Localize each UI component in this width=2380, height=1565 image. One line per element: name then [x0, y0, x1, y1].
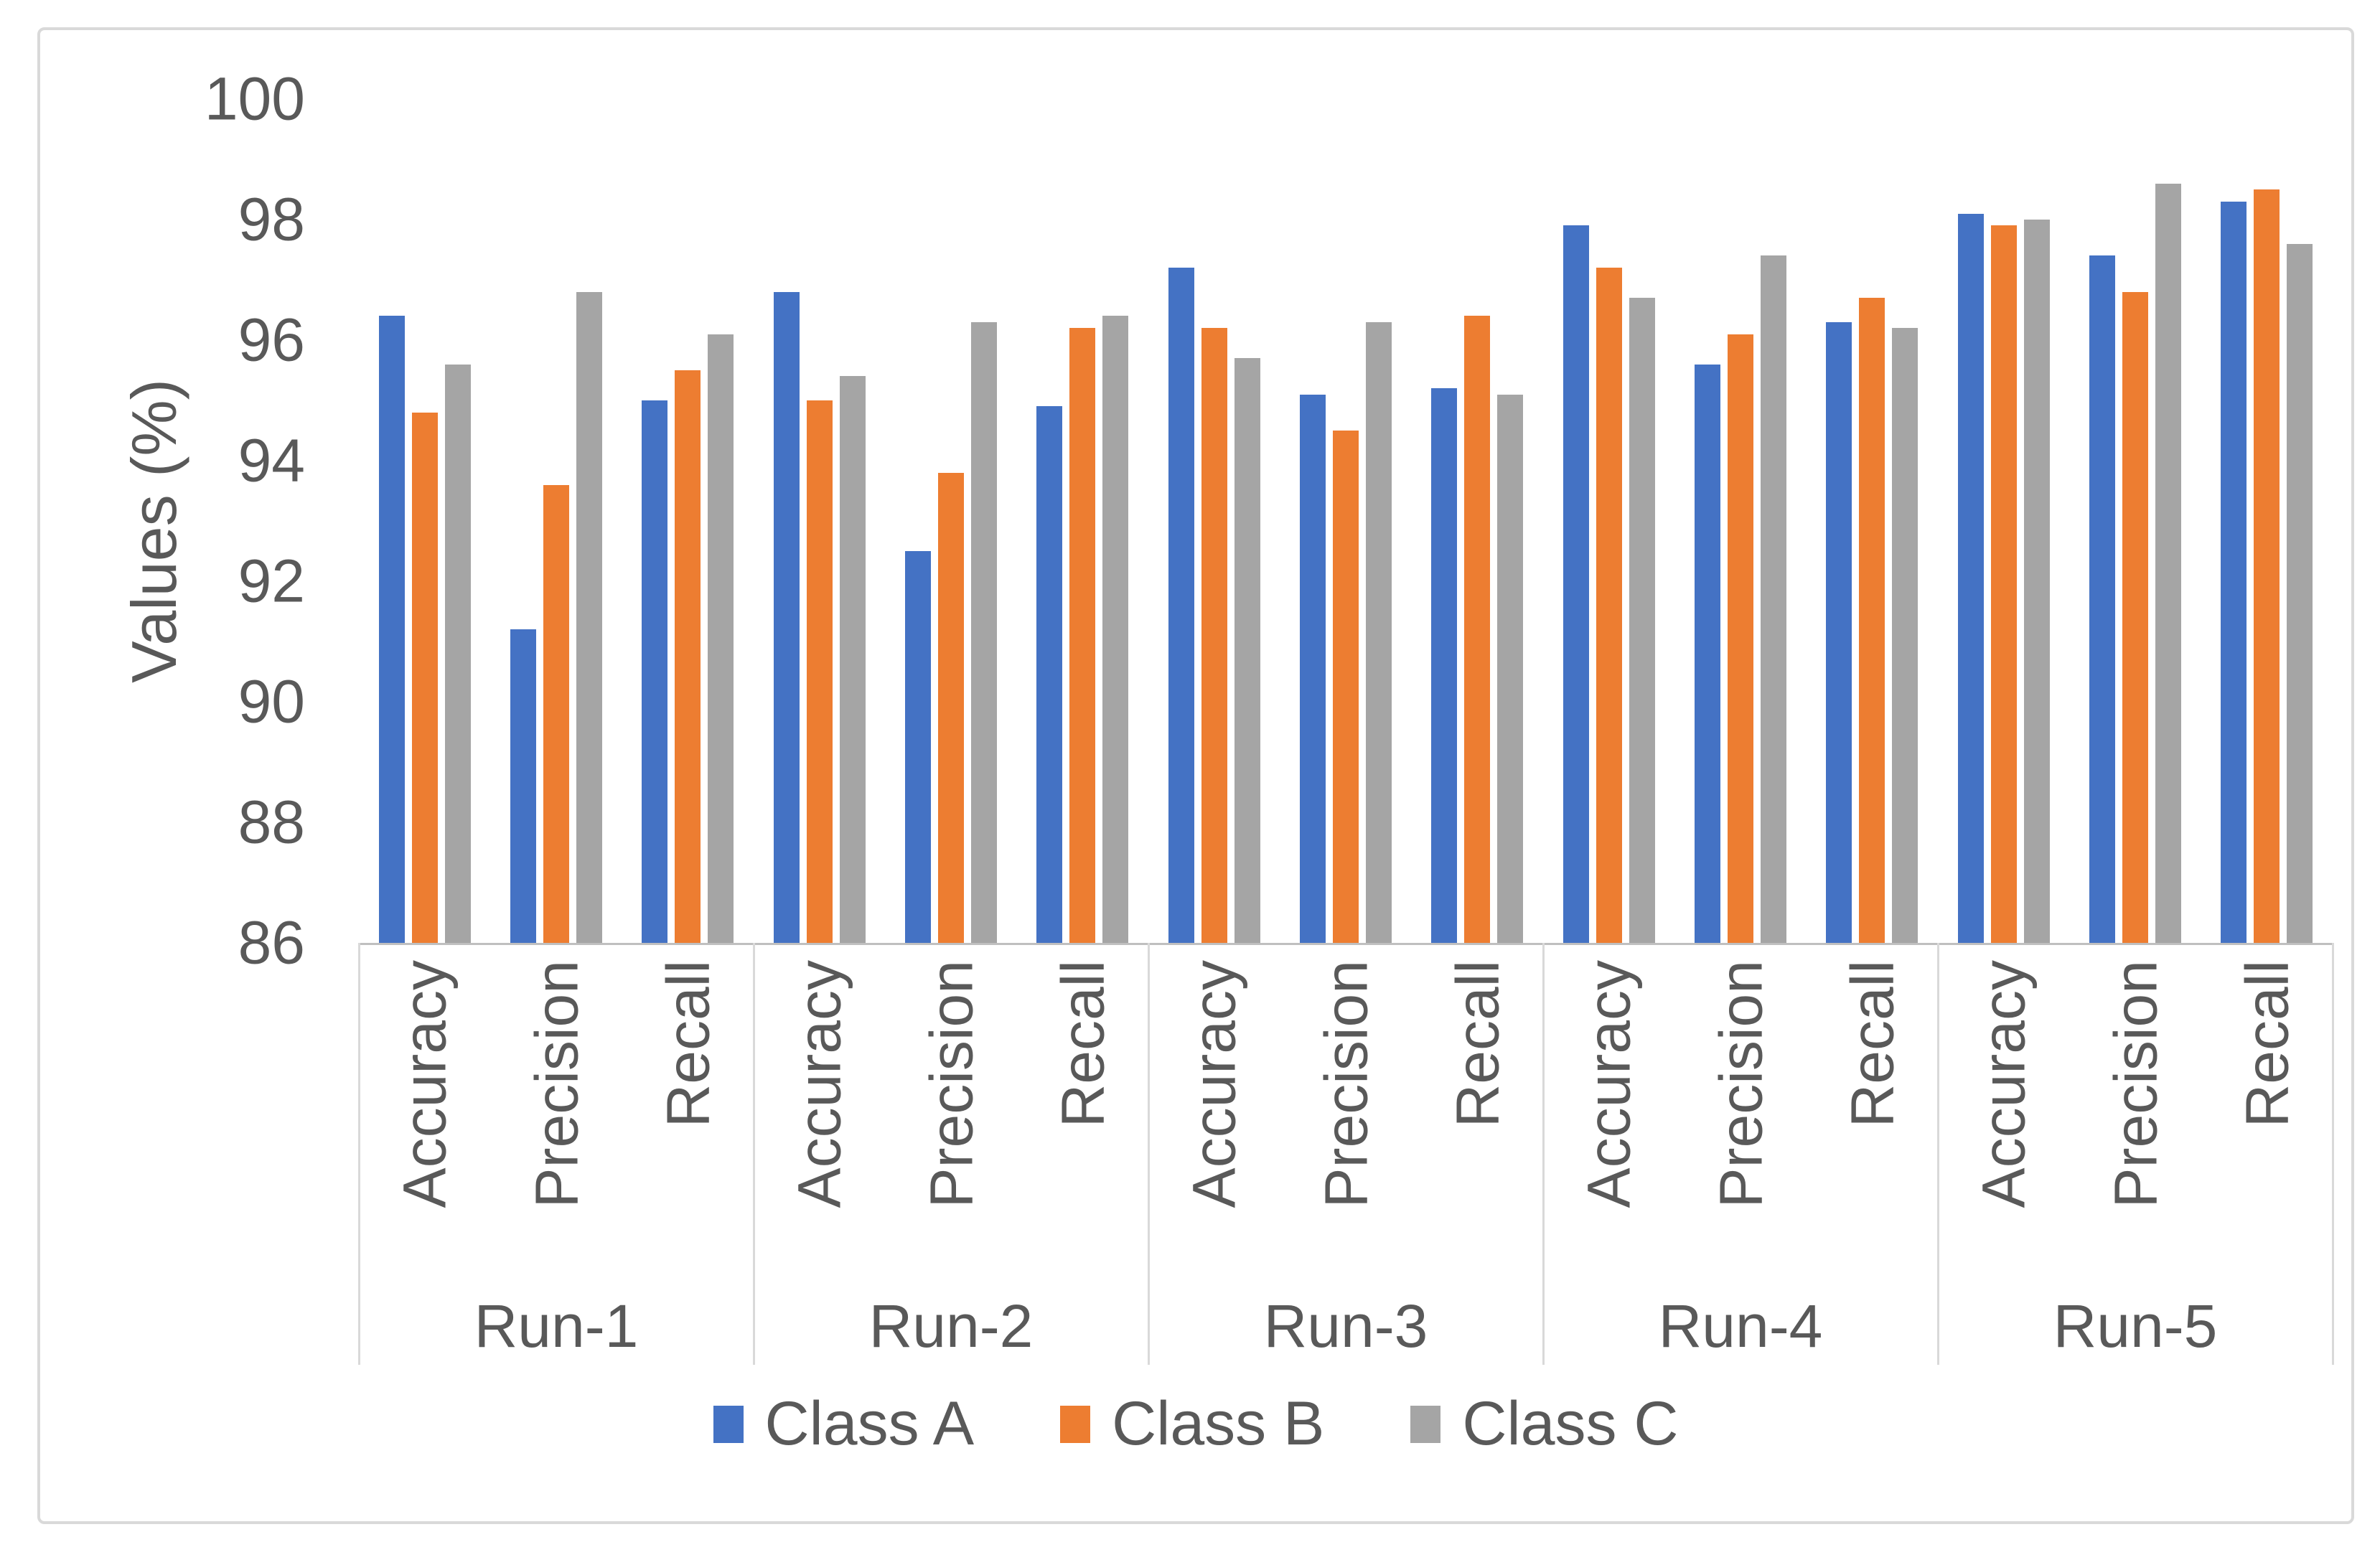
bar-class-b-run-4-accuracy — [1596, 268, 1622, 943]
bar-class-a-run-4-accuracy — [1563, 225, 1589, 943]
bar-class-c-run-2-precision — [971, 322, 997, 943]
legend-swatch-icon — [1410, 1405, 1441, 1443]
bar-class-b-run-5-precision — [2122, 292, 2148, 943]
bar-class-a-run-1-recall — [642, 400, 667, 943]
legend-item: Class C — [1410, 1388, 1678, 1460]
category-label: Accuracy — [1969, 960, 2038, 1208]
bar-class-a-run-2-accuracy — [774, 292, 800, 943]
bar-class-a-run-2-recall — [1036, 406, 1062, 943]
bar-class-b-run-3-precision — [1333, 431, 1359, 943]
bar-class-b-run-2-recall — [1069, 328, 1095, 943]
bar-class-a-run-1-precision — [510, 629, 536, 943]
bar-class-c-run-4-precision — [1761, 255, 1786, 943]
legend: Class A Class B Class C — [37, 1388, 2354, 1460]
bar-class-c-run-1-accuracy — [445, 365, 471, 943]
category-label: Precision — [1312, 960, 1379, 1208]
category-label: Recall — [654, 960, 722, 1128]
bar-class-b-run-3-recall — [1464, 316, 1490, 943]
group-label: Run-5 — [2053, 1292, 2218, 1360]
bar-class-a-run-4-recall — [1826, 322, 1852, 943]
bar-class-a-run-3-precision — [1300, 395, 1326, 943]
group-separator — [2332, 943, 2334, 1365]
bar-class-c-run-2-recall — [1102, 316, 1128, 943]
bar-class-a-run-3-accuracy — [1168, 268, 1194, 943]
bar-class-b-run-4-precision — [1728, 334, 1753, 943]
legend-item: Class B — [1060, 1388, 1324, 1460]
bar-class-c-run-5-precision — [2155, 184, 2181, 943]
category-label: Accuracy — [785, 960, 853, 1208]
bar-class-a-run-5-precision — [2089, 255, 2115, 943]
group-label: Run-4 — [1658, 1292, 1823, 1360]
legend-label: Class B — [1112, 1389, 1325, 1458]
category-label: Precision — [2102, 960, 2169, 1208]
y-tick-label: 90 — [238, 667, 305, 735]
bar-class-b-run-2-precision — [938, 473, 964, 943]
bar-class-a-run-3-recall — [1431, 388, 1457, 943]
bar-class-c-run-3-accuracy — [1234, 358, 1260, 943]
bar-class-b-run-4-recall — [1859, 298, 1885, 943]
bar-class-c-run-3-precision — [1366, 322, 1392, 943]
y-axis-title: Values (%) — [118, 379, 189, 683]
y-tick-label: 94 — [238, 426, 305, 494]
bar-class-b-run-5-recall — [2254, 189, 2280, 943]
legend-label: Class C — [1462, 1389, 1679, 1458]
bar-class-a-run-5-recall — [2221, 202, 2247, 943]
bar-class-c-run-4-recall — [1892, 328, 1918, 943]
group-separator — [1148, 943, 1150, 1365]
category-label: Precision — [917, 960, 985, 1208]
bar-class-b-run-2-accuracy — [807, 400, 833, 943]
bar-class-c-run-1-recall — [708, 334, 734, 943]
legend-label: Class A — [764, 1389, 975, 1458]
legend-swatch-icon — [713, 1405, 744, 1443]
group-separator — [1937, 943, 1939, 1365]
group-separator — [358, 943, 360, 1365]
bar-class-b-run-1-accuracy — [412, 413, 438, 943]
group-label: Run-1 — [474, 1292, 639, 1360]
group-separator — [1542, 943, 1545, 1365]
bar-class-c-run-4-accuracy — [1629, 298, 1655, 943]
bar-class-b-run-1-recall — [675, 370, 701, 943]
x-axis-line — [359, 943, 2333, 945]
group-label: Run-2 — [868, 1292, 1034, 1360]
bar-class-b-run-5-accuracy — [1991, 225, 2017, 943]
y-tick-label: 88 — [238, 788, 305, 856]
y-tick-label: 96 — [238, 306, 305, 374]
category-label: Recall — [1049, 960, 1117, 1128]
category-label: Accuracy — [1180, 960, 1248, 1208]
y-tick-label: 92 — [238, 547, 305, 615]
group-separator — [753, 943, 755, 1365]
category-label: Precision — [523, 960, 590, 1208]
category-label: Accuracy — [390, 960, 459, 1208]
category-label: Accuracy — [1575, 960, 1643, 1208]
category-label: Recall — [1443, 960, 1512, 1128]
bar-class-a-run-4-precision — [1695, 365, 1720, 943]
y-tick-label: 98 — [238, 185, 305, 253]
y-tick-label: 86 — [238, 908, 305, 977]
group-label: Run-3 — [1263, 1292, 1428, 1360]
category-label: Recall — [2233, 960, 2301, 1128]
bar-class-c-run-3-recall — [1497, 395, 1523, 943]
legend-swatch-icon — [1060, 1405, 1091, 1443]
category-label: Precision — [1707, 960, 1774, 1208]
bar-class-a-run-1-accuracy — [379, 316, 405, 943]
y-tick-label: 100 — [204, 65, 305, 133]
bar-class-a-run-5-accuracy — [1958, 214, 1984, 943]
bar-class-c-run-1-precision — [576, 292, 602, 943]
bar-class-c-run-2-accuracy — [840, 376, 866, 943]
bar-class-a-run-2-precision — [905, 551, 931, 943]
bar-class-c-run-5-accuracy — [2024, 220, 2050, 943]
bar-class-c-run-5-recall — [2287, 244, 2313, 943]
legend-item: Class A — [713, 1388, 975, 1460]
bar-class-b-run-3-accuracy — [1201, 328, 1227, 943]
category-label: Recall — [1838, 960, 1906, 1128]
bar-class-b-run-1-precision — [543, 485, 569, 943]
